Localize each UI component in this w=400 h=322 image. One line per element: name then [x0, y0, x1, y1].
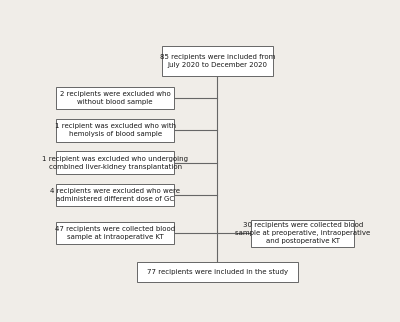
FancyBboxPatch shape: [56, 222, 174, 244]
Text: 1 recipient was excluded who with
hemolysis of blood sample: 1 recipient was excluded who with hemoly…: [54, 123, 176, 137]
FancyBboxPatch shape: [56, 119, 174, 142]
Text: 47 recipients were collected blood
sample at intraoperative KT: 47 recipients were collected blood sampl…: [55, 226, 175, 240]
Text: 2 recipients were excluded who
without blood sample: 2 recipients were excluded who without b…: [60, 91, 170, 105]
FancyBboxPatch shape: [56, 87, 174, 109]
FancyBboxPatch shape: [162, 46, 273, 76]
Text: 77 recipients were included in the study: 77 recipients were included in the study: [147, 269, 288, 275]
Text: 85 recipients were included from
July 2020 to December 2020: 85 recipients were included from July 20…: [160, 54, 275, 68]
FancyBboxPatch shape: [56, 151, 174, 174]
Text: 4 recipients were excluded who were
administered different dose of GC: 4 recipients were excluded who were admi…: [50, 188, 180, 202]
FancyBboxPatch shape: [137, 262, 298, 282]
FancyBboxPatch shape: [252, 220, 354, 247]
Text: 30 recipients were collected blood
sample at preoperative, intraoperative
and po: 30 recipients were collected blood sampl…: [235, 222, 370, 244]
Text: 1 recipient was excluded who undergoing
combined liver-kidney transplantation: 1 recipient was excluded who undergoing …: [42, 156, 188, 170]
FancyBboxPatch shape: [56, 184, 174, 206]
